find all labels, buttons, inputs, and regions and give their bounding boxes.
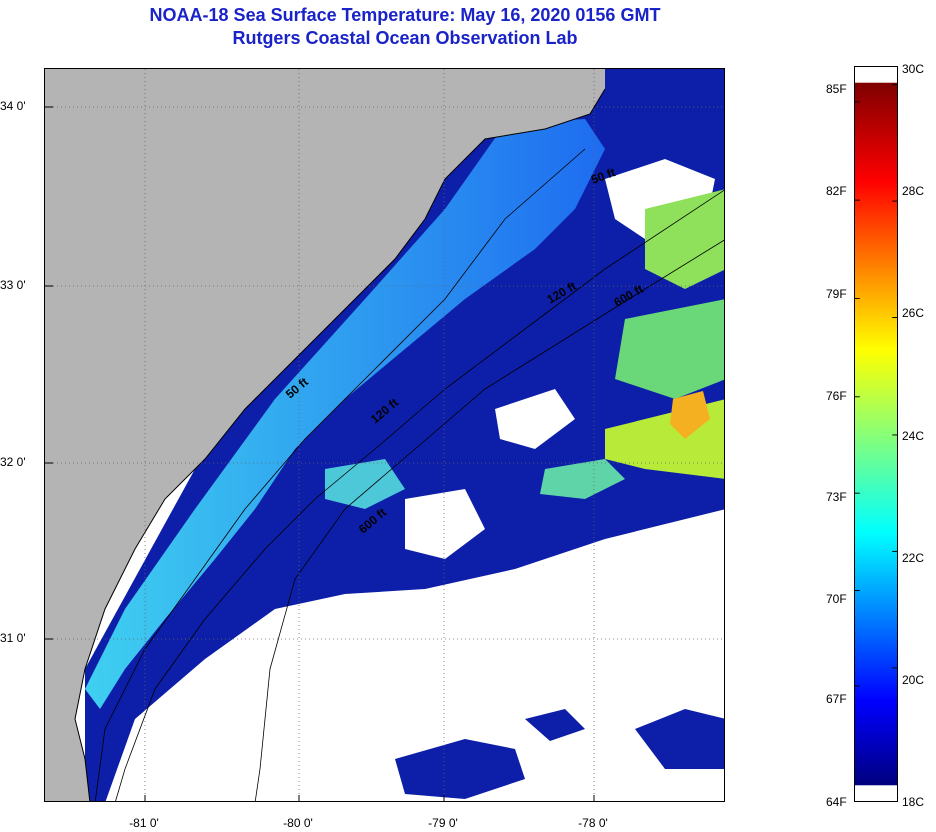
tick-marks	[45, 106, 595, 801]
southern-water-patch	[395, 739, 525, 799]
gulf-stream-warm-region-5	[325, 459, 405, 509]
colorbar-label-30c: 30C	[902, 62, 925, 76]
colorbar-label-20c: 20C	[902, 673, 925, 687]
colorbar-label-79f: 79F	[826, 287, 847, 301]
colorbar-label-26c: 26C	[902, 306, 925, 320]
graticule	[45, 69, 724, 801]
colorbar-label-24c: 24C	[902, 429, 925, 443]
sst-map: 50 ft 120 ft 600 ft 50 ft 120 ft 600 ft	[44, 68, 725, 802]
colorbar-label-28c: 28C	[902, 184, 925, 198]
lat-label-34: 34 0'	[0, 99, 26, 113]
temperature-colorbar	[854, 66, 898, 802]
colorbar-label-73f: 73F	[826, 490, 847, 504]
isobath-120ft-line	[115, 189, 724, 801]
lon-label-80: -80 0'	[283, 816, 313, 830]
land-region	[45, 69, 605, 801]
offshore-water-region	[85, 69, 724, 801]
colorbar-gradient	[855, 82, 897, 786]
lon-label-78: -78 0'	[578, 816, 608, 830]
shelf-water-region	[85, 119, 605, 709]
gulf-stream-warm-region-2	[615, 299, 724, 399]
lon-label-79: -79 0'	[428, 816, 458, 830]
colorbar-label-85f: 85F	[826, 82, 847, 96]
lat-label-32: 32 0'	[0, 455, 26, 469]
map-title: NOAA-18 Sea Surface Temperature: May 16,…	[149, 5, 661, 25]
gulf-stream-warm-region-4	[540, 459, 625, 499]
colorbar-label-18c: 18C	[902, 795, 925, 809]
colorbar-label-64f: 64F	[826, 795, 847, 809]
cloud-patch-3	[405, 489, 485, 559]
colorbar-label-82f: 82F	[826, 184, 847, 198]
sst-map-canvas: 50 ft 120 ft 600 ft 50 ft 120 ft 600 ft	[45, 69, 724, 801]
colorbar-label-67f: 67F	[826, 692, 847, 706]
southern-water-patch-2	[635, 709, 724, 769]
gulf-stream-hot-spot	[670, 391, 710, 439]
lon-label-81: -81 0'	[129, 816, 159, 830]
isobath-600ft-line	[254, 239, 724, 801]
isobath-50ft-line	[94, 148, 586, 801]
coastline	[74, 88, 606, 801]
lat-label-31: 31 0'	[0, 631, 26, 645]
map-subtitle: Rutgers Coastal Ocean Observation Lab	[232, 28, 578, 48]
cloud-patch-2	[495, 389, 575, 449]
colorbar-label-70f: 70F	[826, 592, 847, 606]
southern-water-patch-3	[525, 709, 585, 741]
colorbar-label-76f: 76F	[826, 389, 847, 403]
gulf-stream-warm-region	[645, 189, 724, 289]
lat-label-33: 33 0'	[0, 278, 26, 292]
colorbar-label-22c: 22C	[902, 551, 925, 565]
